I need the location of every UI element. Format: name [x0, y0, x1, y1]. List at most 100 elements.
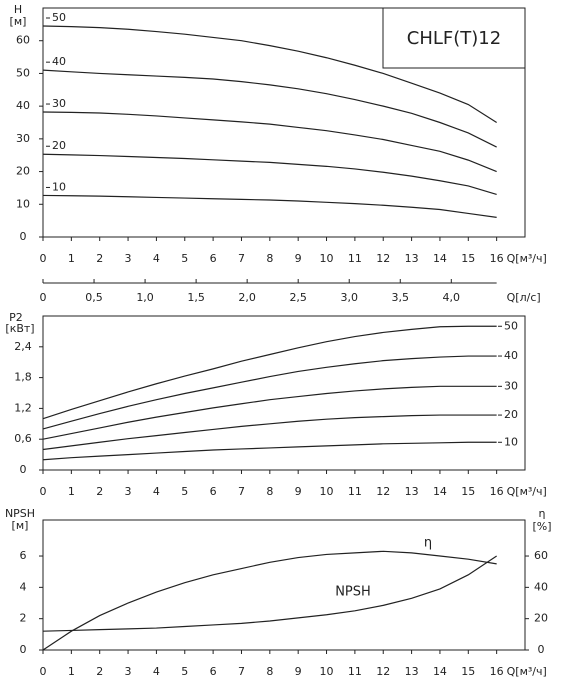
x-tick-label: 11	[348, 252, 362, 265]
y-tick-label: 2	[20, 612, 27, 625]
y-tick-label: 30	[16, 132, 30, 145]
x-tick-label: 10	[320, 252, 334, 265]
curve	[42, 69, 497, 148]
y-tick-label: 0	[20, 643, 27, 656]
curve	[42, 111, 497, 173]
x-tick-label: 4	[153, 485, 160, 498]
y-axis-unit: [кВт]	[5, 322, 34, 335]
series-label: 40	[52, 55, 66, 68]
x-tick-label: 5	[181, 252, 188, 265]
y-axis-label: P2	[9, 311, 23, 324]
series-label: 40	[504, 349, 518, 362]
curve	[42, 153, 497, 196]
title-box	[382, 7, 526, 69]
y-tick-label: 2,4	[14, 340, 32, 353]
x-tick-label: 10	[320, 485, 334, 498]
series-label: NPSH	[335, 585, 371, 600]
series-label: 20	[52, 139, 66, 152]
y-tick-label: 6	[20, 549, 27, 562]
y2-tick-label: 60	[534, 549, 548, 562]
y-axis-unit: [м]	[12, 519, 29, 532]
x2-tick-label: 3,0	[340, 291, 358, 304]
x-tick-label: 13	[405, 485, 419, 498]
x-tick-label: 1	[68, 485, 75, 498]
x2-tick-label: 1,0	[136, 291, 154, 304]
series-label: 10	[52, 180, 66, 193]
plot-frame	[42, 519, 526, 651]
curve	[42, 325, 497, 420]
x-tick-label: 10	[320, 665, 334, 678]
x2-tick-label: 2,5	[289, 291, 307, 304]
plot-frame	[42, 7, 526, 238]
x-tick-label: 9	[295, 485, 302, 498]
series-label: 30	[52, 97, 66, 110]
y2-tick-label: 40	[534, 580, 548, 593]
x-tick-label: 15	[461, 665, 475, 678]
x-tick-label: 4	[153, 252, 160, 265]
x-tick-label: 12	[376, 665, 390, 678]
y2-tick-label: 0	[538, 643, 545, 656]
y-tick-label: 10	[16, 197, 30, 210]
x-tick-label: 11	[348, 485, 362, 498]
curve	[42, 355, 497, 430]
y-axis-label: H	[14, 3, 22, 16]
x-tick-label: 1	[68, 252, 75, 265]
x-tick-label: 12	[376, 252, 390, 265]
x-tick-label: 6	[210, 485, 217, 498]
x-tick-label: 0	[40, 252, 47, 265]
x-tick-label: 12	[376, 485, 390, 498]
series-label: η	[424, 536, 432, 551]
x-tick-label: 11	[348, 665, 362, 678]
x-tick-label: 5	[181, 485, 188, 498]
x-tick-label: 0	[40, 485, 47, 498]
x-axis-label: Q[м³/ч]	[507, 665, 547, 678]
x-tick-label: 8	[266, 665, 273, 678]
x2-tick-label: 2,0	[238, 291, 256, 304]
y2-axis-label: η	[539, 507, 546, 520]
x2-tick-label: 3,5	[392, 291, 410, 304]
x-tick-label: 9	[295, 665, 302, 678]
x-tick-label: 2	[96, 485, 103, 498]
x-tick-label: 3	[125, 485, 132, 498]
y-tick-label: 4	[20, 580, 27, 593]
x-tick-label: 3	[125, 665, 132, 678]
x-axis-label: Q[м³/ч]	[507, 485, 547, 498]
series-label: 30	[504, 379, 518, 392]
x-tick-label: 2	[96, 665, 103, 678]
x-tick-label: 3	[125, 252, 132, 265]
x-tick-label: 6	[210, 252, 217, 265]
series-label: 50	[52, 11, 66, 24]
x2-tick-label: 0,5	[85, 291, 103, 304]
x-tick-label: 14	[433, 485, 447, 498]
y-axis-unit: [м]	[10, 15, 27, 28]
series-label: 50	[504, 319, 518, 332]
x-tick-label: 13	[405, 665, 419, 678]
x-tick-label: 6	[210, 665, 217, 678]
curve	[42, 555, 497, 632]
x-tick-label: 14	[433, 665, 447, 678]
x2-tick-label: 4,0	[443, 291, 461, 304]
y-tick-label: 0,6	[14, 432, 32, 445]
y-tick-label: 1,8	[14, 371, 32, 384]
y-tick-label: 40	[16, 99, 30, 112]
x-axis-label: Q[м³/ч]	[507, 252, 547, 265]
x-tick-label: 5	[181, 665, 188, 678]
curve	[42, 385, 497, 440]
series-label: 10	[504, 435, 518, 448]
x2-axis-label: Q[л/с]	[507, 291, 541, 304]
x-tick-label: 1	[68, 665, 75, 678]
x-tick-label: 15	[461, 252, 475, 265]
x2-tick-label: 0	[40, 291, 47, 304]
x2-tick-label: 1,5	[187, 291, 205, 304]
y-tick-label: 50	[16, 66, 30, 79]
x-tick-label: 16	[490, 485, 504, 498]
curve	[42, 550, 497, 651]
curve	[42, 441, 497, 461]
y2-axis-unit: [%]	[532, 520, 551, 533]
chart-title: CHLF(T)12	[407, 28, 501, 49]
x-tick-label: 16	[490, 665, 504, 678]
plot-frame	[42, 315, 526, 471]
curve	[42, 414, 497, 451]
series-label: 20	[504, 408, 518, 421]
